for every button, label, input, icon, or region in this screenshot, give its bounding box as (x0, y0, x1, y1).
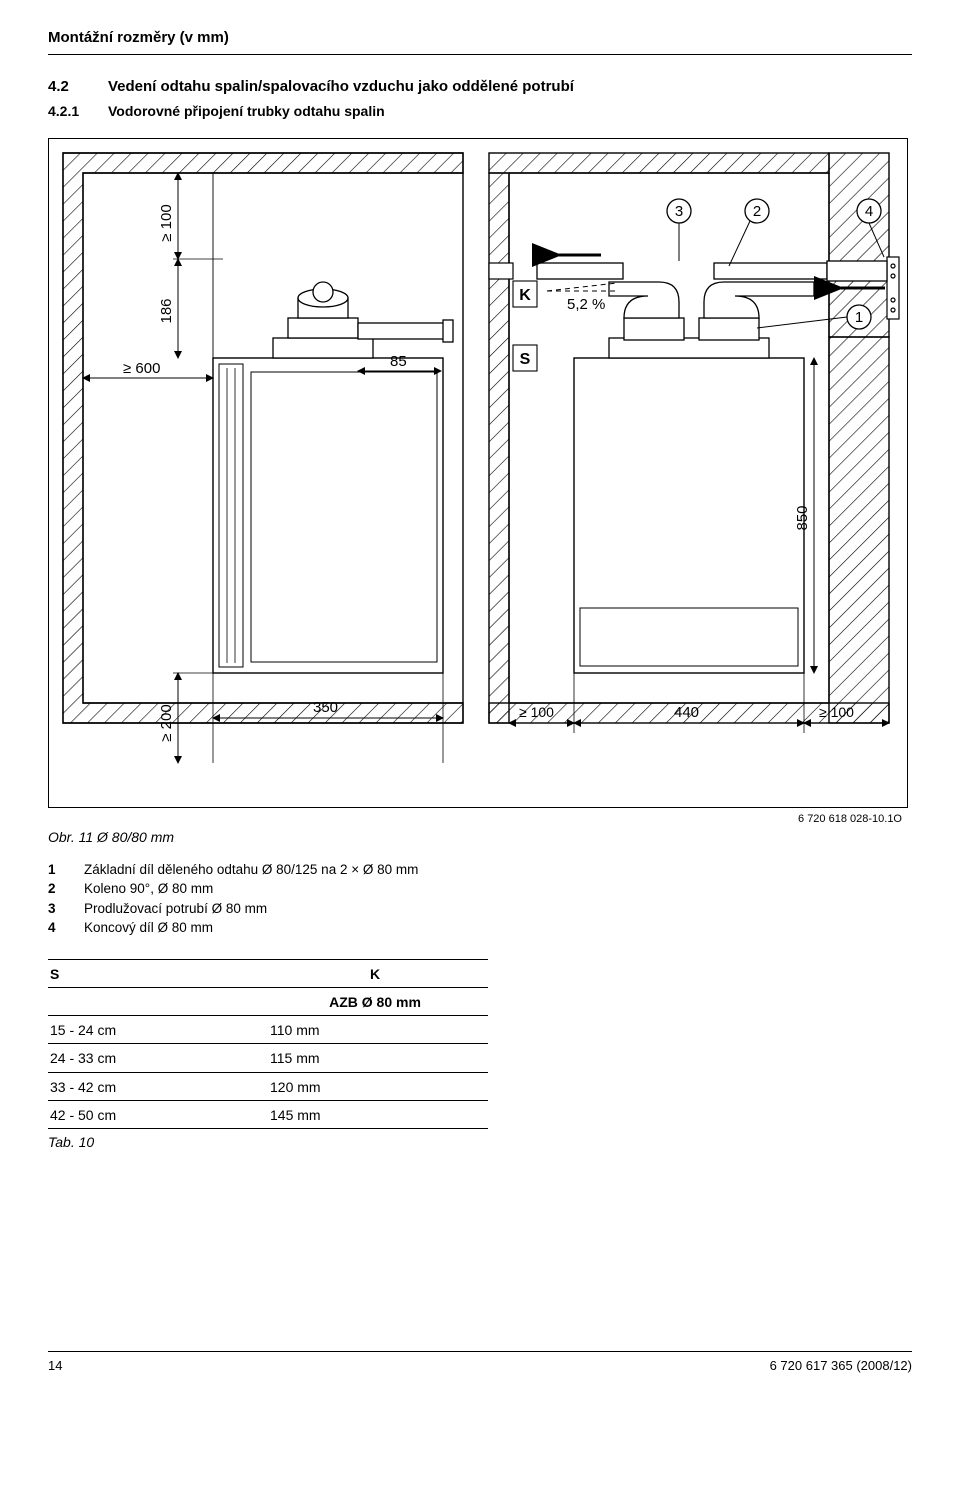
dim-label: 186 (158, 299, 175, 324)
dim-label: ≥ 100 (819, 704, 854, 720)
page-number: 14 (48, 1358, 62, 1375)
table-subheader: AZB Ø 80 mm (268, 988, 488, 1016)
dim-label: ≥ 100 (519, 704, 554, 720)
legend-num: 4 (48, 919, 62, 937)
dim-label: 5,2 % (567, 296, 605, 313)
legend-text: Prodlužovací potrubí Ø 80 mm (84, 900, 267, 918)
dim-label: K (519, 287, 531, 304)
legend-text: Koncový díl Ø 80 mm (84, 919, 213, 937)
callout: 2 (753, 203, 761, 220)
table-cell: 110 mm (268, 1016, 488, 1044)
subsection-number: 4.2.1 (48, 102, 90, 120)
section-number: 4.2 (48, 77, 90, 97)
legend-num: 2 (48, 880, 62, 898)
dim-label: S (520, 351, 531, 368)
page-header: Montážní rozměry (v mm) (48, 28, 912, 55)
table-col-s: S (48, 959, 268, 987)
table-cell: 24 - 33 cm (48, 1044, 268, 1072)
dim-label: 440 (674, 704, 699, 721)
section-title: Vedení odtahu spalin/spalovacího vzduchu… (108, 77, 574, 97)
legend-num: 3 (48, 900, 62, 918)
callout: 1 (855, 309, 863, 326)
table-label: Tab. 10 (48, 1133, 912, 1151)
callout: 4 (865, 203, 873, 220)
section-heading: 4.2 Vedení odtahu spalin/spalovacího vzd… (48, 77, 912, 97)
subsection-heading: 4.2.1 Vodorovné připojení trubky odtahu … (48, 102, 912, 120)
dim-label: 850 (794, 506, 811, 531)
legend-num: 1 (48, 861, 62, 879)
table-cell: 42 - 50 cm (48, 1100, 268, 1128)
page-footer: 14 6 720 617 365 (2008/12) (48, 1351, 912, 1375)
legend-text: Koleno 90°, Ø 80 mm (84, 880, 213, 898)
table-cell: 115 mm (268, 1044, 488, 1072)
dim-label: ≥ 100 (158, 204, 175, 241)
figure-label: Obr. 11 Ø 80/80 mm (48, 828, 912, 846)
legend: 1 Základní díl děleného odtahu Ø 80/125 n… (48, 861, 912, 937)
table-cell: 120 mm (268, 1072, 488, 1100)
technical-diagram: ≥ 100 186 ≥ 600 85 ≥ 200 350 (48, 138, 908, 808)
table-col-k: K (268, 959, 488, 987)
table-cell: 145 mm (268, 1100, 488, 1128)
callout: 3 (675, 203, 683, 220)
dimension-table: S K AZB Ø 80 mm 15 - 24 cm110 mm 24 - 33… (48, 959, 488, 1129)
legend-text: Základní díl děleného odtahu Ø 80/125 na… (84, 861, 418, 879)
table-cell: 15 - 24 cm (48, 1016, 268, 1044)
subsection-title: Vodorovné připojení trubky odtahu spalin (108, 102, 385, 120)
dim-label: 350 (313, 699, 338, 716)
dim-label: 85 (390, 353, 407, 370)
doc-number: 6 720 617 365 (2008/12) (770, 1358, 912, 1375)
diagram-ref-code: 6 720 618 028-10.1O (798, 812, 902, 826)
table-cell: 33 - 42 cm (48, 1072, 268, 1100)
dim-label: ≥ 600 (123, 360, 160, 377)
dim-label: ≥ 200 (158, 704, 175, 741)
